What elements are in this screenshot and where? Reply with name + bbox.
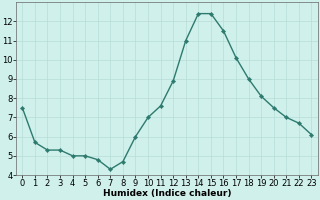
X-axis label: Humidex (Indice chaleur): Humidex (Indice chaleur) bbox=[103, 189, 231, 198]
